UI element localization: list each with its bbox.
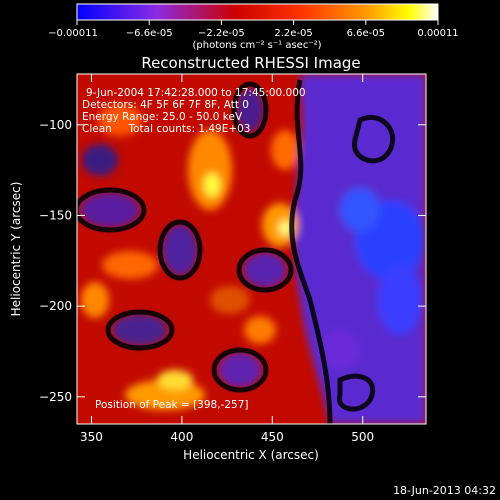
y-axis-ticks: −100 −150 −200 −250 (39, 118, 426, 404)
heatmap-image (77, 74, 426, 424)
y-tick-label: −250 (39, 390, 72, 404)
colorbar-units: (photons cm⁻² s⁻¹ asec⁻²) (192, 40, 321, 51)
chart-title: Reconstructed RHESSI Image (141, 54, 360, 72)
colorbar-tick-label: 0.00011 (417, 28, 458, 39)
colorbar-tick-label: 2.2e-05 (274, 28, 312, 39)
x-tick-label: 350 (80, 430, 103, 444)
x-axis-label: Heliocentric X (arcsec) (183, 448, 319, 462)
y-tick-label: −100 (39, 118, 72, 132)
peak-position-label: Position of Peak = [398,-257] (95, 399, 249, 411)
annotation-time-range: 9-Jun-2004 17:42:28.000 to 17:45:00.000 (86, 87, 306, 99)
colorbar-ticks: −0.00011 −6.6e-05 −2.2e-05 2.2e-05 6.6e-05 0.… (48, 20, 459, 39)
x-tick-label: 500 (351, 430, 374, 444)
x-tick-label: 450 (261, 430, 284, 444)
colorbar-tick-label: −0.00011 (48, 28, 98, 39)
y-tick-label: −200 (39, 299, 72, 313)
colorbar-tick-label: 6.6e-05 (347, 28, 385, 39)
timestamp: 18-Jun-2013 04:32 (393, 484, 496, 497)
annotation-clean-counts: Clean Total counts: 1.49E+03 (82, 123, 251, 135)
annotation-detectors: Detectors: 4F 5F 6F 7F 8F, Att 0 (82, 99, 249, 111)
y-axis-label: Heliocentric Y (arcsec) (9, 182, 23, 317)
colorbar (76, 3, 439, 21)
x-axis-ticks: 350 400 450 500 (80, 74, 374, 444)
colorbar-tick-label: −2.2e-05 (198, 28, 245, 39)
annotation-block: 9-Jun-2004 17:42:28.000 to 17:45:00.000 … (82, 87, 306, 135)
y-tick-label: −150 (39, 208, 72, 222)
annotation-energy-range: Energy Range: 25.0 - 50.0 keV (82, 111, 243, 123)
x-tick-label: 400 (170, 430, 193, 444)
plot-frame (76, 73, 427, 425)
colorbar-tick-label: −6.6e-05 (126, 28, 173, 39)
